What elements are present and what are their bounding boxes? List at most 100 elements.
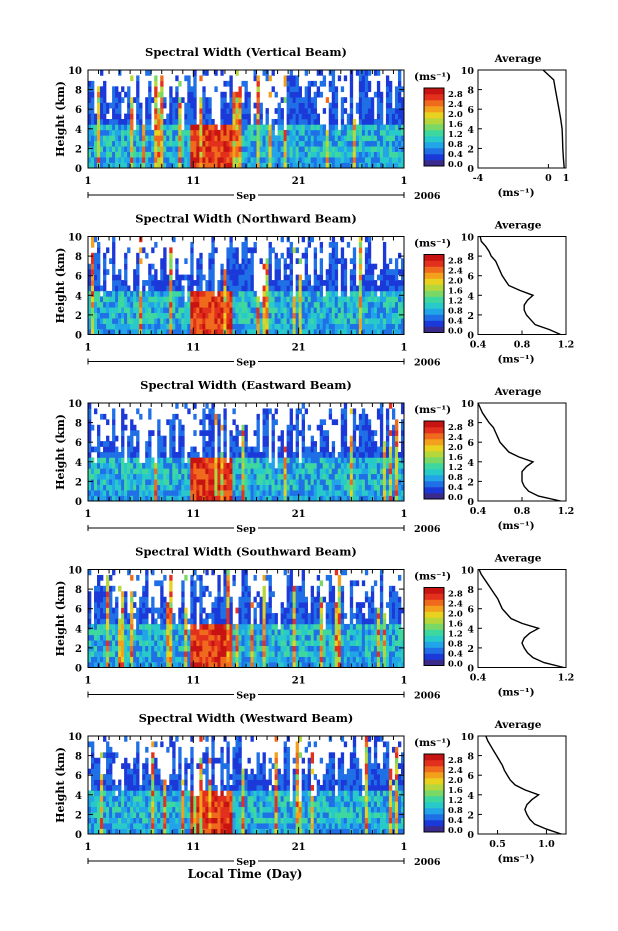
heatmap-cell — [145, 618, 149, 625]
heatmap-cell — [358, 430, 363, 436]
heatmap-cell — [160, 86, 164, 93]
heatmap-cell — [94, 162, 98, 169]
heatmap-cell — [109, 468, 113, 475]
heatmap-cell — [385, 269, 390, 275]
heatmap-cell — [301, 113, 305, 120]
heatmap-cell — [169, 129, 173, 136]
heatmap-cell — [151, 629, 155, 636]
heatmap-cell — [304, 247, 308, 254]
heatmap-cell — [346, 151, 351, 158]
heatmap-cell — [193, 162, 197, 169]
heatmap-cell — [217, 296, 221, 303]
heatmap-cell — [136, 140, 140, 147]
heatmap-cell — [187, 91, 191, 98]
heatmap-cell — [208, 424, 212, 431]
heatmap-cell — [232, 258, 236, 265]
heatmap-cell — [175, 318, 179, 324]
heatmap-cell — [364, 430, 369, 436]
heatmap-cell — [289, 457, 293, 464]
heatmap-cell — [157, 151, 161, 158]
heatmap-cell — [400, 280, 405, 286]
heatmap-cell — [178, 301, 182, 308]
heatmap-cell — [298, 258, 302, 265]
heatmap-cell — [250, 263, 254, 270]
heatmap-cell — [109, 301, 113, 308]
heatmap-cell — [301, 140, 305, 147]
heatmap-cell — [382, 241, 387, 248]
heatmap-cell — [247, 296, 251, 303]
heatmap-cell — [241, 307, 245, 314]
heatmap-cell — [358, 296, 363, 303]
heatmap-cell — [175, 274, 179, 281]
heatmap-cell — [334, 479, 339, 485]
heatmap-cell — [238, 312, 242, 319]
heatmap-cell — [370, 473, 375, 480]
heatmap-cell — [379, 113, 384, 120]
heatmap-cell — [265, 157, 269, 163]
heatmap-cell — [115, 119, 119, 125]
heatmap-cell — [388, 290, 393, 297]
heatmap-cell — [115, 490, 119, 496]
heatmap-cell — [298, 408, 302, 415]
heatmap-cell — [211, 247, 215, 254]
heatmap-cell — [385, 129, 390, 136]
heatmap-cell — [262, 151, 266, 158]
heatmap-cell — [229, 151, 233, 158]
heatmap-cell — [367, 252, 372, 259]
heatmap-cell — [220, 162, 224, 169]
heatmap-cell — [106, 318, 110, 324]
heatmap-cell — [361, 151, 366, 158]
heatmap-cell — [241, 241, 245, 248]
heatmap-cell — [334, 157, 339, 163]
heatmap-cell — [163, 640, 167, 647]
heatmap-cell — [238, 269, 242, 275]
heatmap-cell — [382, 151, 387, 158]
heatmap-cell — [121, 446, 125, 453]
heatmap-cell — [322, 329, 327, 335]
colorbar-swatch — [424, 94, 444, 101]
heatmap-cell — [343, 312, 348, 319]
heatmap-cell — [259, 323, 263, 330]
heatmap-cell — [328, 307, 333, 314]
heatmap-cell — [391, 312, 396, 319]
heatmap-cell — [397, 318, 402, 324]
heatmap-cell — [250, 457, 254, 464]
heatmap-cell — [313, 247, 318, 254]
heatmap-cell — [160, 484, 164, 491]
heatmap-cell — [367, 129, 372, 136]
heatmap-cell — [238, 290, 242, 297]
heatmap-cell — [355, 484, 360, 491]
heatmap-cell — [370, 108, 375, 114]
heatmap-cell — [388, 462, 393, 469]
heatmap-cell — [343, 157, 348, 163]
heatmap-cell — [208, 301, 212, 308]
heatmap-cell — [214, 124, 218, 131]
heatmap-cell — [259, 108, 263, 114]
heatmap-cell — [361, 70, 366, 76]
heatmap-cell — [265, 151, 269, 158]
heatmap-cell — [208, 280, 212, 286]
heatmap-cell — [232, 113, 236, 120]
heatmap-cell — [241, 140, 245, 147]
heatmap-cell — [298, 91, 302, 98]
heatmap-cell — [205, 296, 209, 303]
heatmap-cell — [289, 241, 293, 248]
heatmap-cell — [112, 102, 116, 109]
heatmap-cell — [388, 102, 393, 109]
heatmap-cell — [121, 312, 125, 319]
heatmap-cell — [88, 290, 92, 297]
heatmap-cell — [364, 236, 369, 243]
heatmap-cell — [184, 135, 188, 142]
heatmap-cell — [253, 119, 257, 125]
heatmap-cell — [340, 408, 345, 415]
heatmap-cell — [211, 479, 215, 485]
heatmap-cell — [223, 490, 227, 496]
heatmap-cell — [115, 452, 119, 458]
heatmap-cell — [169, 247, 173, 254]
heatmap-cell — [304, 124, 308, 131]
heatmap-cell — [325, 274, 330, 281]
heatmap-cell — [310, 462, 315, 469]
heatmap-cell — [358, 280, 363, 286]
heatmap-cell — [400, 157, 405, 163]
heatmap-cell — [232, 329, 236, 335]
